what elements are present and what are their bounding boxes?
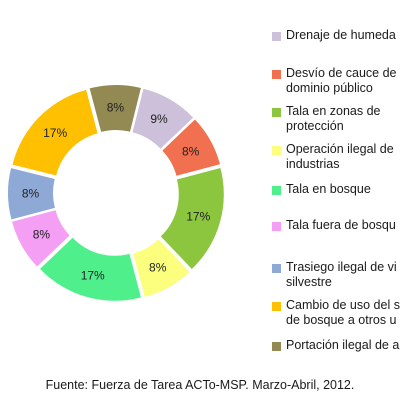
- slice-label-9: 8%: [107, 101, 125, 115]
- legend-swatch: [272, 70, 281, 79]
- slice-label-7: 8%: [22, 187, 40, 201]
- slice-label-3: 17%: [186, 209, 210, 223]
- legend-label: Trasiego ilegal de vi silvestre: [286, 260, 397, 290]
- legend-swatch: [272, 32, 281, 41]
- legend-label-line: Cambio de uso del s: [286, 298, 400, 312]
- donut-slice-4: [133, 239, 190, 297]
- slice-label-5: 17%: [81, 268, 105, 282]
- legend-item-6: Tala fuera de bosqu: [272, 218, 400, 233]
- legend-label: Portación ilegal de a: [286, 338, 399, 353]
- legend-label-line: Operación ilegal de: [286, 142, 394, 156]
- legend-swatch: [272, 342, 281, 351]
- legend-label-line: Tala fuera de bosqu: [286, 218, 396, 232]
- legend-label: Desvío de cauce de dominio público: [286, 66, 397, 96]
- legend-item-1: Drenaje de humeda: [272, 28, 400, 43]
- legend-label: Tala fuera de bosqu: [286, 218, 396, 233]
- slice-label-6: 8%: [33, 228, 51, 242]
- source-caption: Fuente: Fuerza de Tarea ACTo-MSP. Marzo-…: [45, 378, 355, 392]
- donut-chart: 9% 8% 17% 8% 17% 8% 8% 17% 8%: [8, 85, 224, 301]
- legend-label: Tala en zonas de protección: [286, 104, 381, 134]
- legend-label-line: Tala en bosque: [286, 182, 371, 196]
- donut-slice-1: [132, 88, 194, 149]
- legend-item-3: Tala en zonas de protección: [272, 104, 400, 134]
- donut-slice-7: [8, 168, 55, 220]
- legend-item-2: Desvío de cauce de dominio público: [272, 66, 400, 96]
- legend-label: Drenaje de humeda: [286, 28, 396, 43]
- donut-slice-9: [89, 85, 141, 132]
- legend-label-line: Tala en zonas de: [286, 104, 381, 118]
- legend-item-9: Portación ilegal de a: [272, 338, 400, 353]
- legend-label: Tala en bosque: [286, 182, 371, 197]
- legend-swatch: [272, 302, 281, 311]
- legend-label: Cambio de uso del s de bosque a otros u: [286, 298, 400, 328]
- donut-slice-2: [162, 119, 220, 176]
- slice-label-1: 9%: [150, 112, 168, 126]
- slice-label-8: 17%: [43, 126, 67, 140]
- chart-legend: Drenaje de humeda Desvío de cauce de domin…: [272, 22, 400, 362]
- legend-label-line: de bosque a otros u: [286, 313, 397, 327]
- slice-label-2: 8%: [182, 144, 200, 158]
- legend-swatch: [272, 146, 281, 155]
- donut-slice-6: [12, 210, 70, 267]
- legend-label-line: Desvío de cauce de: [286, 66, 397, 80]
- legend-label-line: Portación ilegal de a: [286, 338, 400, 352]
- legend-label-line: protección: [286, 119, 344, 133]
- legend-label-line: silvestre: [286, 275, 332, 289]
- donut-slice-5: [40, 237, 141, 301]
- donut-slice-3: [160, 168, 224, 269]
- legend-swatch: [272, 186, 281, 195]
- slice-label-4: 8%: [149, 261, 167, 275]
- legend-item-8: Cambio de uso del s de bosque a otros u: [272, 298, 400, 328]
- legend-item-5: Tala en bosque: [272, 182, 400, 197]
- legend-swatch: [272, 264, 281, 273]
- legend-label-line: industrias: [286, 157, 340, 171]
- legend-label: Operación ilegal de industrias: [286, 142, 394, 172]
- legend-item-7: Trasiego ilegal de vi silvestre: [272, 260, 400, 290]
- legend-swatch: [272, 222, 281, 231]
- legend-swatch: [272, 108, 281, 117]
- legend-label-line: Drenaje de humeda: [286, 28, 396, 42]
- legend-item-4: Operación ilegal de industrias: [272, 142, 400, 172]
- donut-chart-area: 9% 8% 17% 8% 17% 8% 8% 17% 8% Drenaje de humeda D…: [8, 22, 400, 362]
- donut-slice-8: [12, 89, 98, 176]
- legend-label-line: dominio público: [286, 81, 373, 95]
- legend-label-line: Trasiego ilegal de vi: [286, 260, 397, 274]
